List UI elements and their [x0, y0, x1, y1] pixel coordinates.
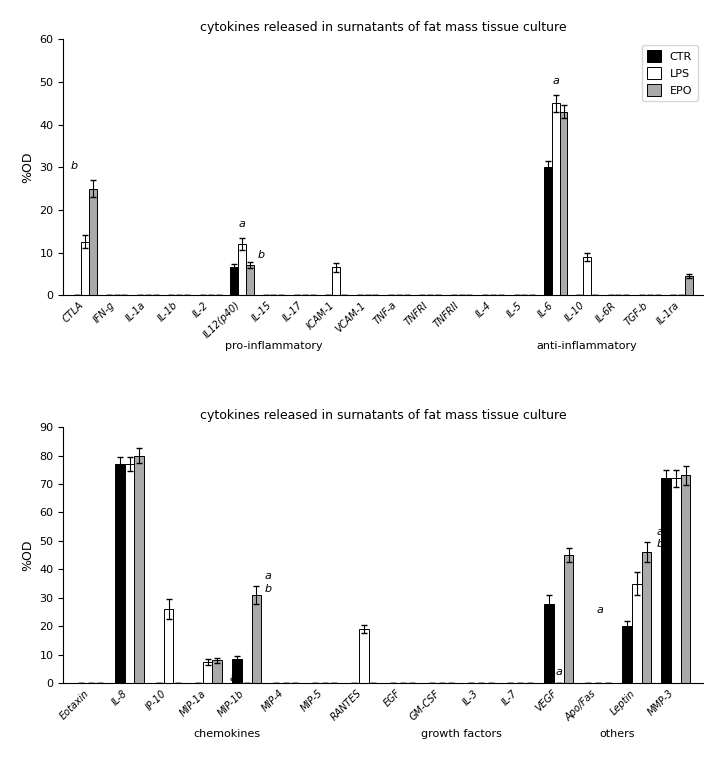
Bar: [332, 267, 340, 295]
Bar: [671, 479, 681, 684]
Bar: [661, 479, 671, 684]
Text: growth factors: growth factors: [421, 729, 502, 739]
Bar: [681, 475, 691, 684]
Bar: [560, 112, 568, 295]
Title: cytokines released in surnatants of fat mass tissue culture: cytokines released in surnatants of fat …: [200, 21, 566, 34]
Y-axis label: %OD: %OD: [21, 152, 34, 183]
Bar: [583, 257, 591, 295]
Bar: [212, 661, 222, 684]
Bar: [544, 604, 554, 684]
Bar: [164, 609, 174, 684]
Bar: [359, 629, 369, 684]
Bar: [544, 167, 552, 295]
Legend: CTR, LPS, EPO: CTR, LPS, EPO: [641, 45, 698, 101]
Text: a: a: [230, 673, 237, 684]
Text: a: a: [597, 605, 603, 615]
Bar: [125, 464, 135, 684]
Text: chemokines: chemokines: [193, 729, 261, 739]
Title: cytokines released in surnatants of fat mass tissue culture: cytokines released in surnatants of fat …: [200, 408, 566, 422]
Y-axis label: %OD: %OD: [21, 539, 34, 571]
Bar: [552, 103, 560, 295]
Bar: [81, 242, 89, 295]
Text: a: a: [555, 668, 563, 677]
Text: b: b: [71, 162, 77, 171]
Text: b: b: [264, 584, 272, 594]
Bar: [251, 595, 261, 684]
Text: pro-inflammatory: pro-inflammatory: [224, 341, 322, 351]
Text: a: a: [657, 527, 664, 536]
Text: a: a: [552, 76, 559, 86]
Bar: [622, 626, 632, 684]
Bar: [232, 659, 242, 684]
Bar: [632, 584, 641, 684]
Bar: [564, 555, 573, 684]
Bar: [203, 662, 212, 684]
Bar: [115, 464, 125, 684]
Bar: [230, 267, 238, 295]
Text: b: b: [657, 539, 664, 549]
Text: others: others: [599, 729, 635, 739]
Bar: [685, 276, 693, 295]
Text: b: b: [257, 250, 264, 260]
Text: a: a: [265, 571, 272, 581]
Text: anti-inflammatory: anti-inflammatory: [536, 341, 637, 351]
Text: a: a: [239, 219, 245, 229]
Bar: [246, 265, 254, 295]
Bar: [135, 456, 144, 684]
Bar: [89, 188, 97, 295]
Bar: [238, 244, 246, 295]
Bar: [641, 552, 652, 684]
